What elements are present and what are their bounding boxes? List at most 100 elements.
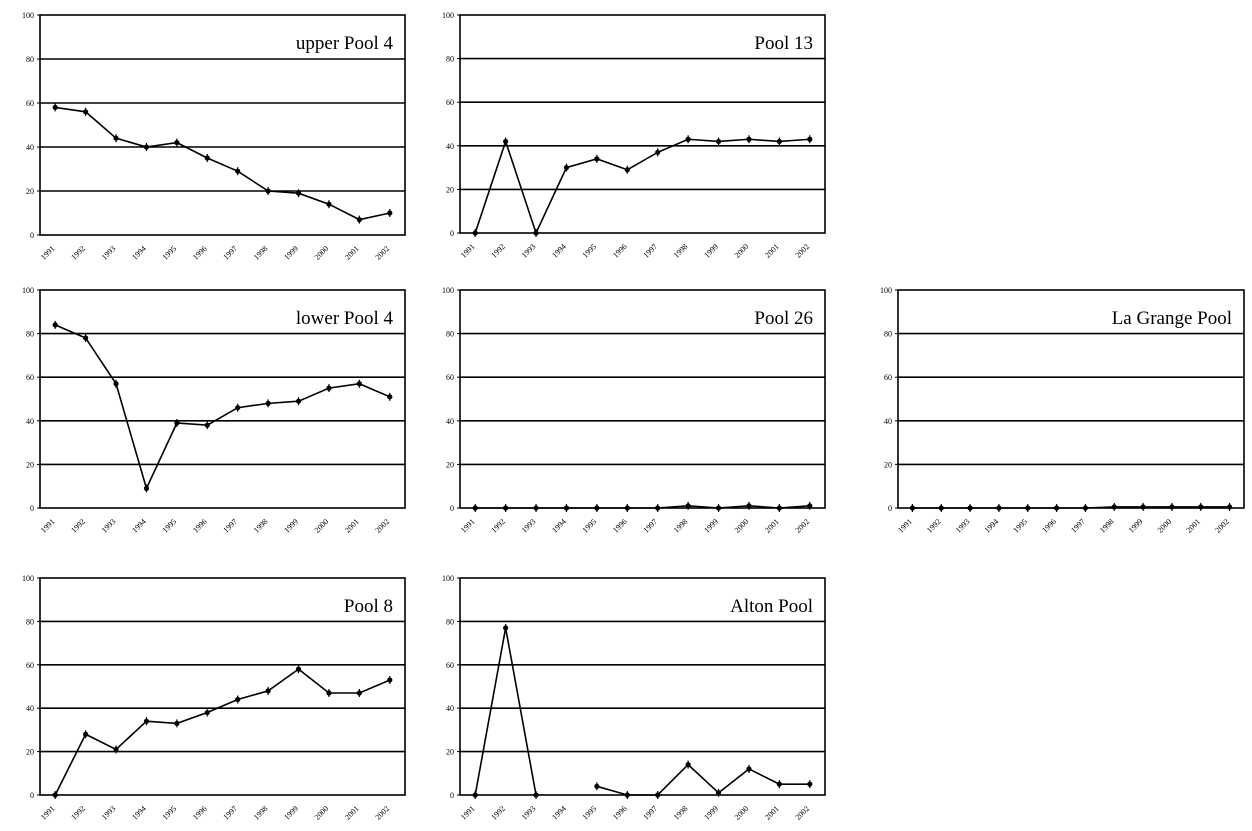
x-tick-label: 1999 (282, 517, 300, 535)
x-tick-label: 1998 (672, 517, 690, 535)
chart-title: Pool 13 (754, 33, 813, 54)
y-tick-label: 0 (450, 791, 454, 800)
data-point (235, 696, 241, 703)
data-point (356, 381, 362, 387)
data-point (909, 505, 916, 511)
x-tick-label: 1998 (1098, 517, 1116, 535)
x-tick-label: 2000 (733, 517, 751, 535)
data-point (685, 762, 691, 768)
x-tick-label: 2000 (1156, 517, 1174, 535)
chart-pool-26: 0 20 40 60 80 100 1991 1992 1993 1994 1995 1996 1997… (442, 286, 826, 535)
x-tick-label: 2001 (343, 244, 361, 262)
x-tick-label: 1994 (130, 804, 148, 822)
data-point (295, 666, 302, 672)
data-point (143, 144, 150, 150)
y-tick-label: 0 (30, 504, 34, 513)
y-tick-label: 40 (446, 142, 454, 151)
x-tick-label: 1991 (39, 517, 57, 535)
x-tick-label: 1994 (550, 242, 568, 260)
data-point (52, 792, 58, 798)
x-tick-label: 1998 (252, 804, 270, 822)
y-tick-label: 40 (446, 417, 454, 426)
chart-upper-pool-4: 0 20 40 60 80 100 1991 1992 1993 1994 1995 1996 1997… (22, 11, 406, 262)
data-point (624, 792, 630, 798)
data-point (776, 138, 782, 145)
data-point (563, 165, 570, 171)
x-tick-label: 1991 (459, 242, 477, 260)
y-tick-label: 100 (442, 286, 454, 295)
y-tick-label: 20 (446, 460, 454, 469)
x-tick-label: 1996 (611, 804, 629, 822)
data-point (174, 420, 180, 426)
y-tick-label: 0 (450, 229, 454, 238)
x-tick-label: 1998 (252, 244, 270, 262)
data-point (776, 781, 782, 787)
data-point (83, 335, 89, 341)
data-point (715, 790, 722, 796)
chart-title: Pool 8 (344, 596, 393, 617)
x-tick-label: 1997 (641, 804, 659, 822)
y-tick-label: 60 (26, 99, 34, 108)
data-point (807, 503, 813, 509)
data-point (356, 690, 362, 696)
data-point (143, 718, 150, 724)
data-point (83, 731, 89, 737)
x-tick-label: 1993 (520, 242, 538, 260)
y-tick-label: 0 (30, 791, 34, 800)
y-tick-label: 100 (22, 286, 34, 295)
data-point (387, 210, 393, 216)
y-tick-label: 100 (22, 11, 34, 20)
x-tick-label: 1997 (221, 517, 239, 535)
x-tick-label: 1991 (459, 517, 477, 535)
series-line (912, 506, 1230, 509)
data-point (235, 168, 241, 174)
x-tick-label: 1992 (69, 244, 87, 262)
x-tick-label: 1997 (221, 804, 239, 822)
y-tick-label: 80 (446, 55, 454, 64)
data-point (52, 104, 58, 110)
series-line (54, 324, 391, 491)
data-point (655, 505, 661, 511)
data-point (265, 688, 271, 694)
data-point (387, 677, 393, 683)
series-line (474, 627, 537, 796)
data-point (204, 422, 210, 428)
data-point (594, 156, 600, 162)
x-tick-label: 1992 (489, 242, 507, 260)
x-tick-label: 1994 (130, 244, 148, 262)
data-point (113, 746, 119, 753)
y-tick-label: 80 (26, 330, 34, 339)
x-tick-label: 1999 (702, 242, 720, 260)
x-tick-label: 1991 (896, 517, 914, 535)
data-point (533, 792, 539, 798)
data-point (472, 792, 478, 798)
data-point (533, 505, 539, 511)
x-tick-label: 2001 (1184, 517, 1202, 535)
data-point (1082, 505, 1089, 511)
x-tick-label: 1997 (221, 244, 239, 262)
x-tick-label: 1995 (1011, 517, 1029, 535)
chart-title: La Grange Pool (1112, 308, 1232, 329)
data-point (967, 505, 973, 511)
x-tick-label: 2002 (374, 244, 392, 262)
y-tick-label: 60 (446, 661, 454, 670)
chart-title: Alton Pool (730, 596, 813, 617)
data-point (746, 503, 752, 509)
y-tick-label: 0 (450, 504, 454, 513)
x-tick-label: 2001 (763, 242, 781, 260)
y-tick-label: 20 (446, 748, 454, 757)
data-point (533, 230, 539, 236)
y-tick-label: 40 (26, 417, 34, 426)
data-point (1198, 504, 1204, 510)
x-tick-label: 1993 (100, 244, 118, 262)
data-point (503, 138, 509, 145)
x-tick-label: 2002 (374, 804, 392, 822)
chart-pool-13: 0 20 40 60 80 100 1991 1992 1993 1994 1995 1996 1997… (442, 11, 826, 260)
y-tick-label: 0 (30, 231, 34, 240)
x-tick-label: 2000 (733, 804, 751, 822)
data-point (472, 230, 478, 236)
x-tick-label: 1999 (702, 804, 720, 822)
x-tick-label: 2002 (1213, 517, 1231, 535)
y-tick-label: 80 (26, 55, 34, 64)
y-tick-label: 100 (442, 574, 454, 583)
